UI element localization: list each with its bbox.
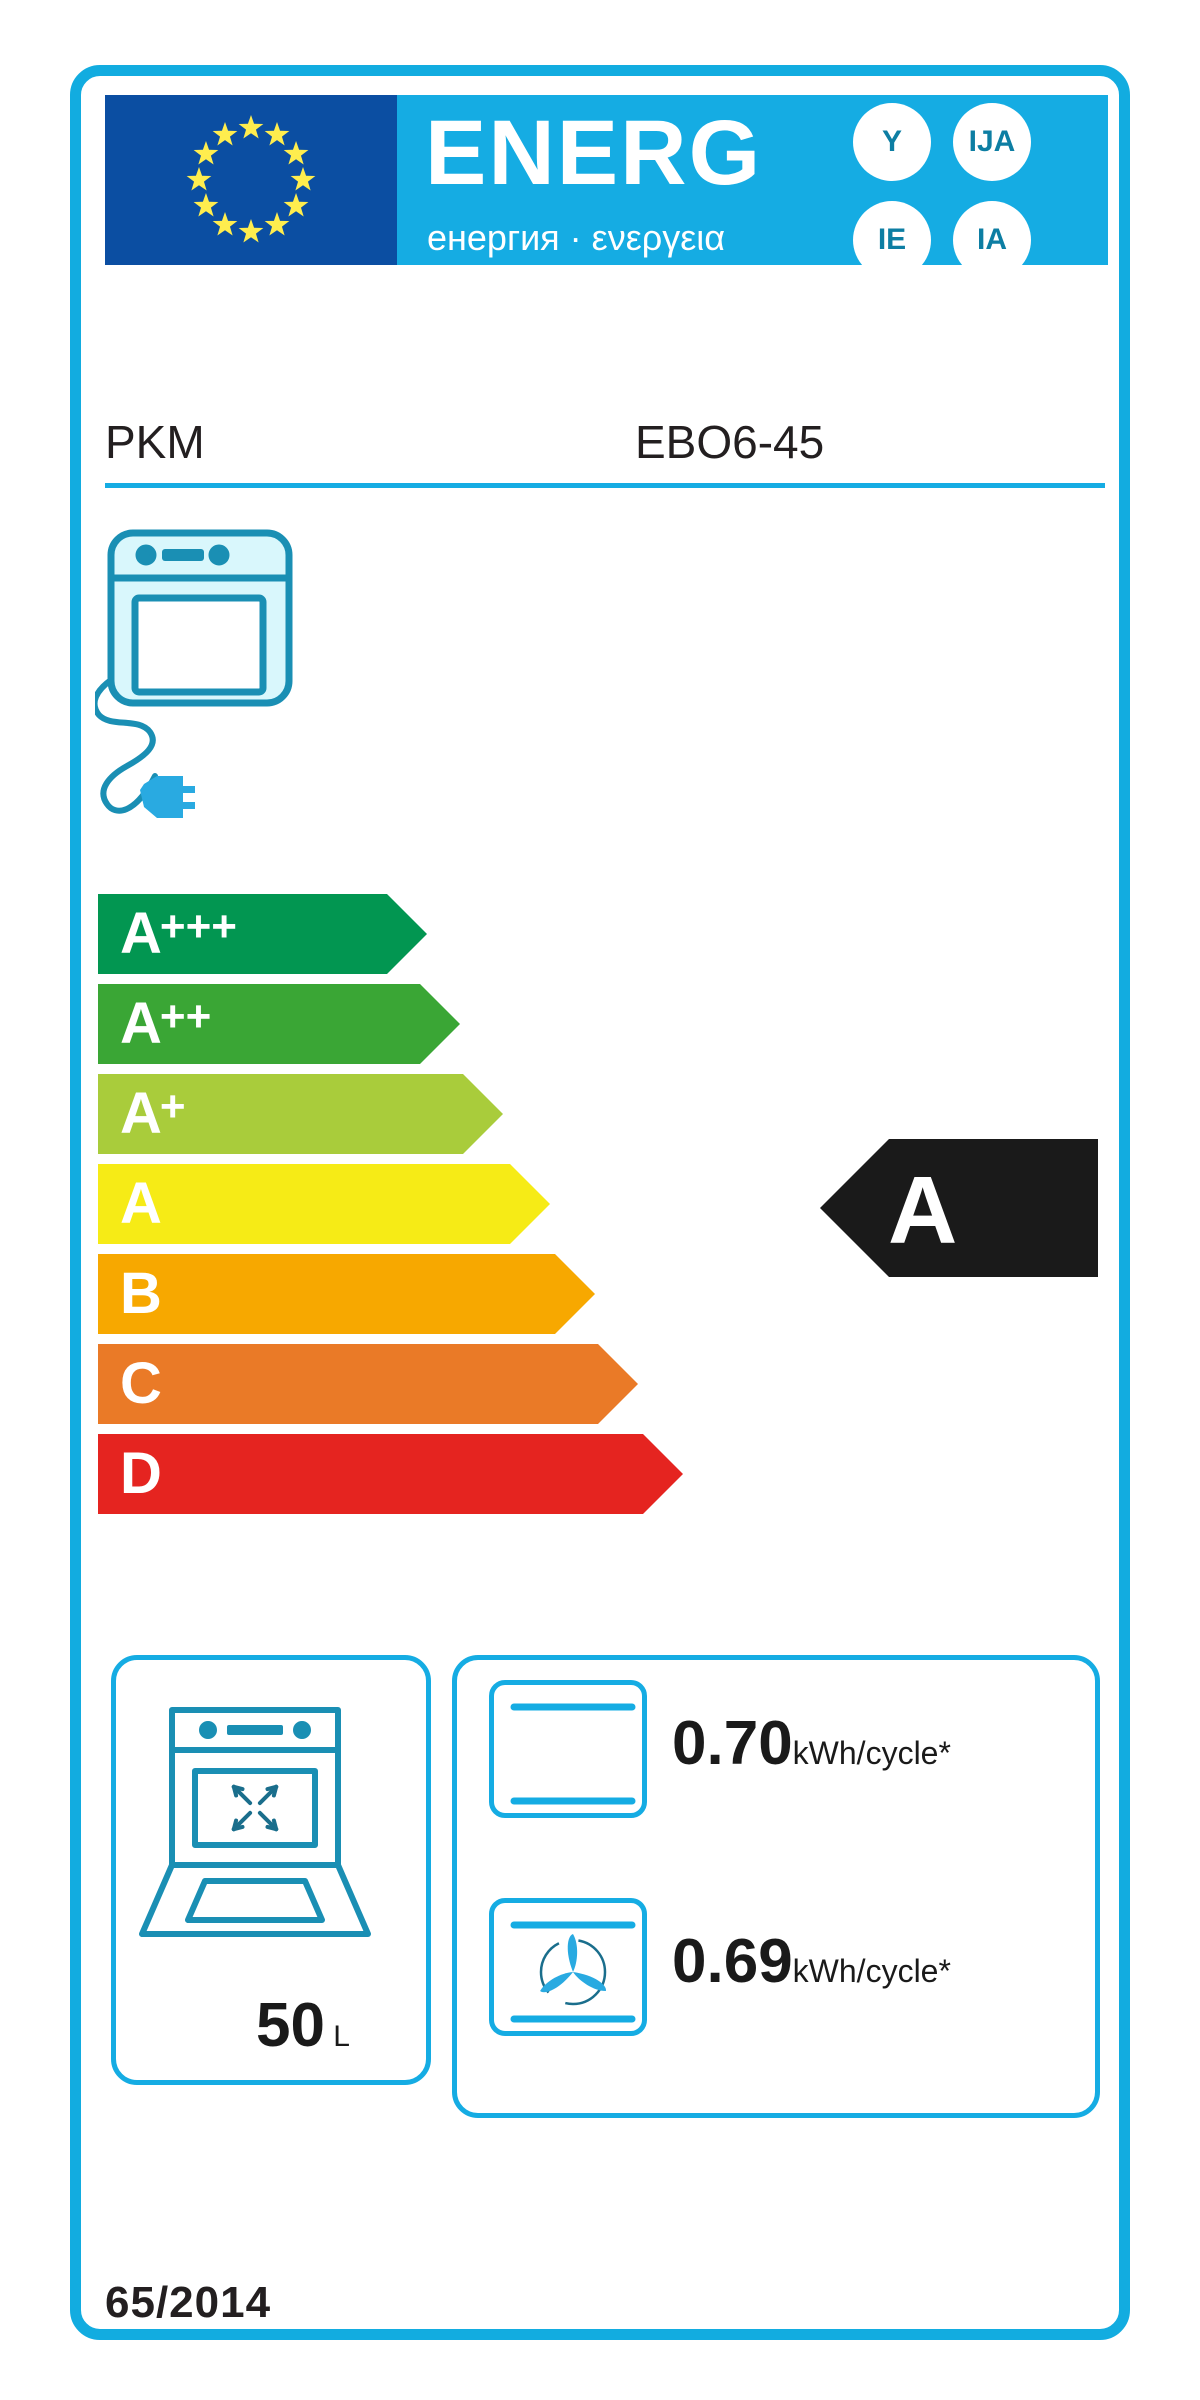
svg-text:A: A	[120, 1171, 162, 1236]
svg-text:B: B	[120, 1261, 162, 1326]
svg-text:A: A	[888, 1157, 957, 1264]
svg-text:C: C	[120, 1351, 162, 1416]
svg-text:D: D	[120, 1441, 162, 1506]
